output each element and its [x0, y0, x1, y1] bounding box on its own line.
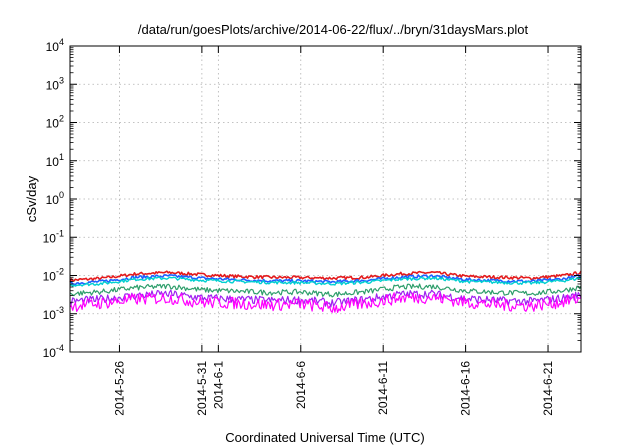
x-axis: 2014-5-26 2014-5-31 2014-6-1 2014-6-6 2014-6…: [112, 46, 555, 416]
series-line: [69, 292, 582, 313]
x-tick-label: 2014-6-1: [211, 361, 225, 409]
series-line: [69, 276, 582, 287]
y-tick-label: 104: [46, 37, 64, 54]
y-tick-base: 10: [46, 193, 60, 207]
x-axis-label: Coordinated Universal Time (UTC): [225, 430, 424, 445]
y-tick-exponent: -2: [56, 267, 64, 277]
y-tick-base: 10: [43, 308, 57, 322]
y-tick-label: 10-4: [43, 343, 64, 360]
series-line: [69, 283, 582, 298]
chart-title: /data/run/goesPlots/archive/2014-06-22/f…: [138, 22, 529, 37]
y-tick-base: 10: [43, 346, 57, 360]
y-tick-label: 101: [46, 152, 64, 169]
series-line: [69, 270, 582, 283]
y-tick-exponent: 2: [59, 114, 64, 124]
y-tick-base: 10: [43, 270, 57, 284]
y-tick-label: 10-2: [43, 267, 64, 284]
grid: [70, 46, 581, 352]
y-tick-label: 10-3: [43, 305, 64, 322]
y-tick-exponent: 3: [59, 75, 64, 85]
y-tick-exponent: 0: [59, 190, 64, 200]
y-tick-base: 10: [46, 40, 60, 54]
y-tick-label: 102: [46, 114, 64, 131]
x-tick-label: 2014-6-6: [294, 361, 308, 409]
y-tick-label: 103: [46, 75, 64, 92]
y-tick-base: 10: [46, 78, 60, 92]
y-tick-label: 10-1: [43, 228, 64, 245]
x-tick-label: 2014-6-11: [376, 361, 390, 415]
y-tick-exponent: 1: [59, 152, 64, 162]
y-tick-base: 10: [46, 117, 60, 131]
series-line: [69, 274, 582, 286]
y-tick-exponent: -1: [56, 228, 64, 238]
x-tick-label: 2014-6-16: [459, 361, 473, 416]
series-group: [69, 270, 582, 313]
y-tick-base: 10: [43, 231, 57, 245]
x-tick-label: 2014-5-26: [112, 361, 126, 416]
y-tick-exponent: 4: [59, 37, 64, 47]
y-tick-label: 100: [46, 190, 64, 207]
y-tick-exponent: -3: [56, 305, 64, 315]
x-tick-label: 2014-6-21: [541, 361, 555, 416]
y-axis-label: cSv/day: [24, 175, 39, 222]
y-tick-base: 10: [46, 155, 60, 169]
x-tick-label: 2014-5-31: [195, 361, 209, 416]
y-tick-exponent: -4: [56, 343, 64, 353]
